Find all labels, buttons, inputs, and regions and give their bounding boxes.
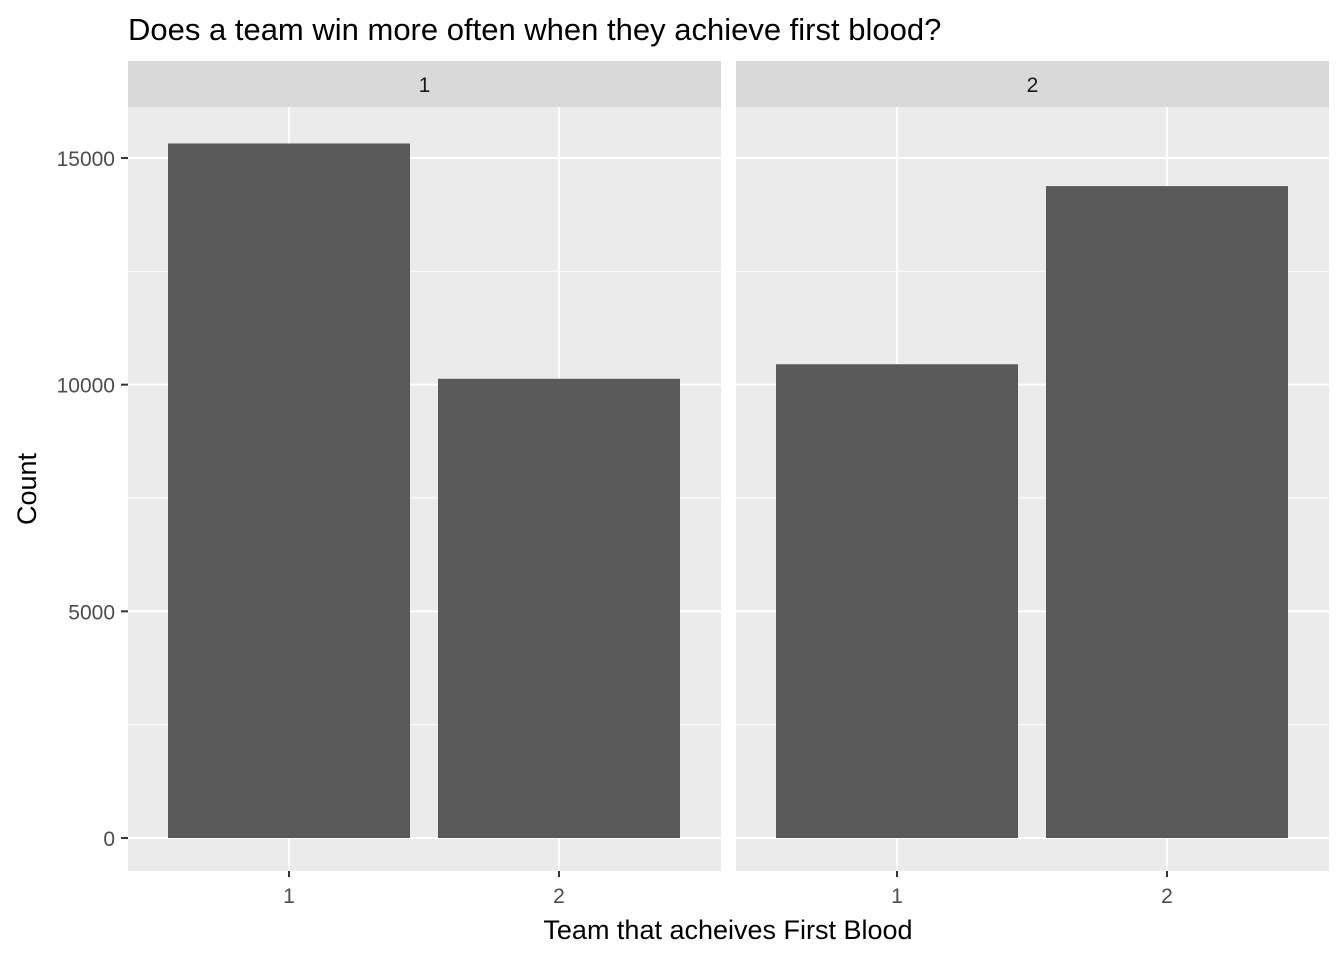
facet-strip <box>736 61 1329 107</box>
y-tick-label: 15000 <box>57 148 115 171</box>
bar-facet2-team1 <box>776 364 1018 838</box>
x-tick-label: 2 <box>553 885 565 908</box>
x-axis-title: Team that acheives First Blood <box>543 915 912 945</box>
x-tick-label: 2 <box>1161 885 1173 908</box>
facet-panels: 1 1 2 2 1 2 <box>128 61 1329 908</box>
facet-panel-1: 1 1 2 <box>128 61 721 908</box>
bar-facet1-team1 <box>168 143 410 838</box>
y-tick-label: 5000 <box>68 601 115 624</box>
y-tick-label: 10000 <box>57 375 115 398</box>
y-tick-label: 0 <box>103 828 115 851</box>
y-axis-title: Count <box>12 452 42 525</box>
facet-panel-2: 2 1 2 <box>736 61 1329 908</box>
bar-facet1-team2 <box>438 378 680 838</box>
x-tick-label: 1 <box>891 885 903 908</box>
chart-title: Does a team win more often when they ach… <box>128 12 941 47</box>
bar-facet2-team2 <box>1046 186 1288 838</box>
x-tick-label: 1 <box>283 885 295 908</box>
facet-strip <box>128 61 721 107</box>
y-axis: 0 5000 10000 15000 <box>57 148 128 851</box>
facet-strip-label: 1 <box>419 74 431 97</box>
facet-strip-label: 2 <box>1027 74 1039 97</box>
